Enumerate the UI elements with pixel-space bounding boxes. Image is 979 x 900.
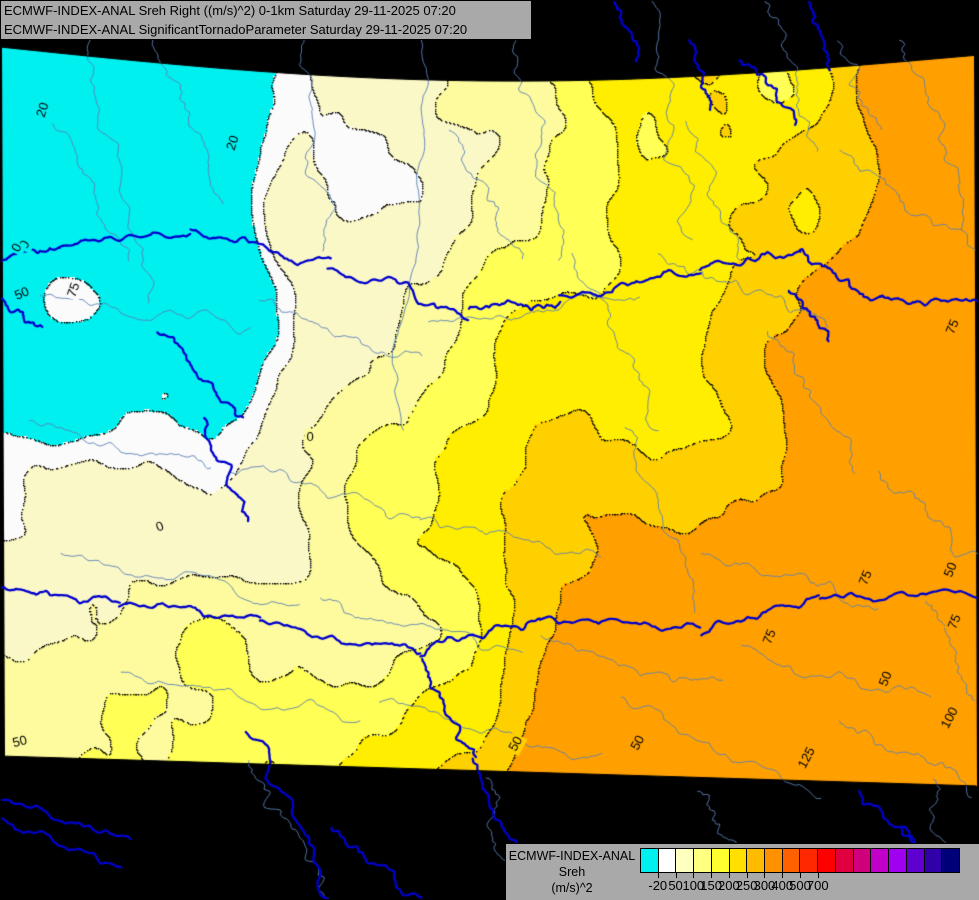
legend-swatch-9[interactable] — [800, 849, 819, 872]
legend-swatch-17[interactable] — [942, 849, 959, 872]
legend-tick-0 — [657, 873, 659, 878]
legend-variable-label: Sreh — [558, 865, 586, 879]
legend-swatch-13[interactable] — [871, 849, 890, 872]
legend-tick-4 — [728, 873, 730, 878]
legend-units-label: (m/s)^2 — [551, 881, 593, 895]
legend-tick-2 — [693, 873, 695, 878]
legend-tick-1 — [675, 873, 677, 878]
title-line-sreh: ECMWF-INDEX-ANAL Sreh Right ((m/s)^2) 0-… — [4, 3, 456, 18]
legend-colorbar-area: -20 50 100 150 200 250 300 400 500 700 — [638, 844, 979, 895]
legend-swatch-8[interactable] — [782, 849, 801, 872]
legend-tick-axis: -20 50 100 150 200 250 300 400 500 700 — [640, 873, 960, 895]
legend-tick-label-1: 50 — [668, 878, 683, 893]
title-block: ECMWF-INDEX-ANAL Sreh Right ((m/s)^2) 0-… — [0, 0, 532, 40]
legend-swatch-6[interactable] — [747, 849, 766, 872]
legend-swatch-3[interactable] — [694, 849, 712, 872]
legend-tick-label-9: 700 — [806, 878, 829, 893]
legend-swatch-10[interactable] — [818, 849, 836, 872]
legend-tick-3 — [711, 873, 713, 878]
legend-swatch-16[interactable] — [924, 849, 943, 872]
legend-tick-label-7: 400 — [771, 878, 794, 893]
legend-caption: ECMWF-INDEX-ANAL Sreh (m/s)^2 — [506, 844, 638, 896]
legend-swatch-5[interactable] — [729, 849, 748, 872]
legend-model-label: ECMWF-INDEX-ANAL — [508, 849, 636, 863]
legend-tick-6 — [764, 873, 766, 878]
legend-tick-label-3: 150 — [700, 878, 722, 893]
legend-tick-label-2: 100 — [682, 878, 705, 893]
legend-tick-label-8: 500 — [789, 878, 811, 893]
legend-swatch-14[interactable] — [889, 849, 907, 872]
legend-panel: ECMWF-INDEX-ANAL Sreh (m/s)^2 -20 50 100 15… — [505, 843, 979, 900]
legend-tick-8 — [800, 873, 801, 878]
legend-tick-9 — [817, 873, 819, 878]
legend-swatch-7[interactable] — [765, 849, 783, 872]
legend-tick-label-5: 250 — [735, 878, 758, 893]
legend-swatch-12[interactable] — [853, 849, 872, 872]
legend-tick-label-0: -20 — [648, 878, 668, 893]
legend-colorbar[interactable] — [640, 848, 960, 873]
legend-tick-5 — [746, 873, 748, 878]
legend-swatch-11[interactable] — [835, 849, 854, 872]
legend-swatch-15[interactable] — [906, 849, 925, 872]
legend-swatch-0[interactable] — [641, 849, 659, 872]
legend-tick-label-6: 300 — [753, 878, 776, 893]
title-line-stp: ECMWF-INDEX-ANAL SignificantTornadoParam… — [4, 22, 468, 37]
legend-swatch-1[interactable] — [658, 849, 677, 872]
legend-tick-7 — [782, 873, 784, 878]
legend-swatch-4[interactable] — [711, 849, 730, 872]
legend-swatch-2[interactable] — [676, 849, 695, 872]
legend-tick-label-4: 200 — [718, 878, 740, 893]
